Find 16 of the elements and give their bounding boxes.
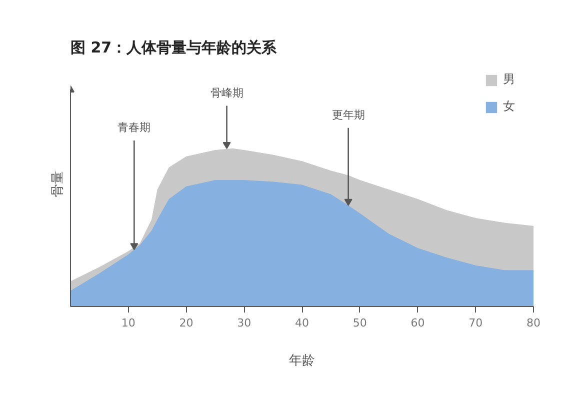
legend-label: 男 bbox=[503, 71, 516, 88]
x-tick-label: 40 bbox=[295, 316, 309, 330]
annotation: 青春期 bbox=[118, 121, 151, 134]
chart-title: 图 27：人体骨量与年龄的关系 bbox=[70, 38, 278, 56]
x-tick-label: 50 bbox=[352, 316, 367, 330]
x-tick-label: 80 bbox=[526, 316, 540, 330]
x-tick-label: 70 bbox=[468, 316, 483, 330]
legend-label: 女 bbox=[503, 98, 516, 115]
annotation: 骨峰期 bbox=[210, 86, 244, 100]
x-tick-label: 30 bbox=[237, 316, 252, 330]
x-axis-title: 年龄 bbox=[289, 354, 315, 368]
x-tick-label: 60 bbox=[410, 316, 425, 330]
y-axis-title: 骨量 bbox=[50, 171, 66, 197]
x-tick-label: 10 bbox=[121, 316, 136, 330]
annotation: 更年期 bbox=[332, 108, 365, 122]
x-tick-label: 20 bbox=[179, 316, 194, 330]
